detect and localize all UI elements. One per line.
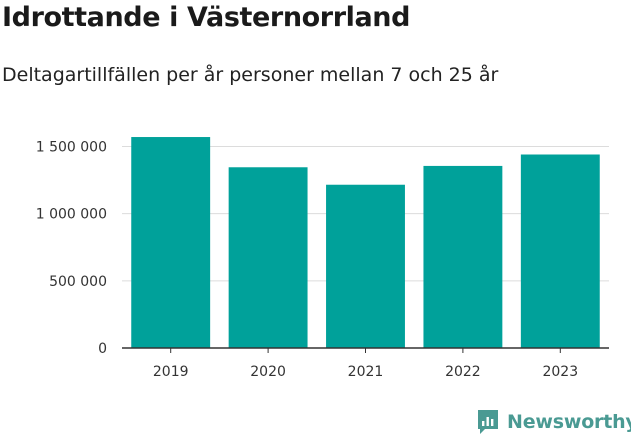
brand-logo: Newsworthy (476, 407, 631, 437)
x-tick-label: 2021 (348, 364, 384, 380)
x-tick-label: 2022 (445, 364, 481, 380)
bar (131, 137, 211, 348)
y-tick-label: 500 000 (49, 274, 107, 290)
bar (520, 154, 600, 348)
y-tick-label: 1 000 000 (36, 207, 107, 223)
x-tick-label: 2023 (542, 364, 578, 380)
x-tick-label: 2019 (153, 364, 189, 380)
brand-name: Newsworthy (507, 411, 631, 433)
y-tick-label: 1 500 000 (36, 139, 107, 155)
bar (326, 184, 405, 348)
bar (423, 165, 503, 348)
y-tick-label: 0 (98, 341, 107, 357)
chart-title: Idrottande i Västernorrland (2, 2, 411, 33)
x-tick-label: 2020 (250, 364, 286, 380)
chart-subtitle: Deltagartillfällen per år personer mella… (2, 64, 499, 86)
bar (228, 167, 308, 348)
bar-chart-logo-icon (478, 410, 498, 434)
